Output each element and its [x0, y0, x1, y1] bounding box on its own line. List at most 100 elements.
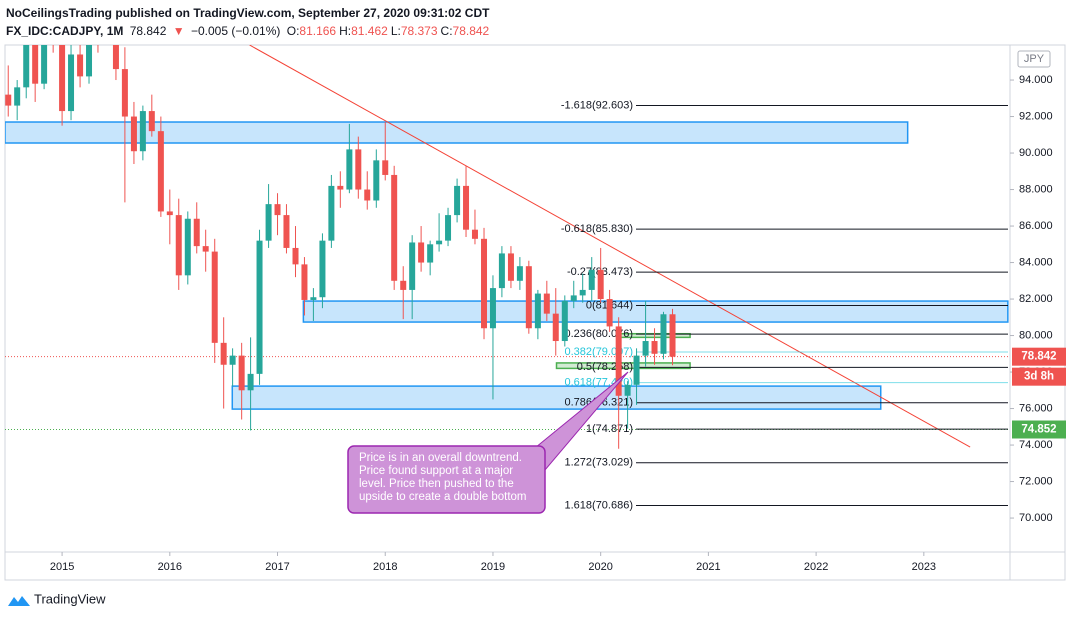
ohlc-value: 81.166 [299, 24, 337, 38]
candle-body [597, 269, 604, 300]
candle-body [391, 174, 398, 281]
candle-body [238, 355, 245, 391]
annotation-text: Price is in an overall downtrend. [359, 452, 522, 464]
footer-logo: TradingView [8, 591, 106, 606]
y-tick-label: 74.000 [1019, 439, 1053, 451]
fib-label: 1(74.871) [586, 423, 633, 435]
currency-box [1017, 50, 1051, 68]
candle-body [86, 45, 93, 77]
zone [302, 300, 1009, 323]
candle-body [651, 341, 658, 354]
candle-body [355, 149, 362, 190]
x-tick-label: 2022 [804, 561, 828, 573]
candle-body [104, 7, 110, 27]
fib-label: 0.236(80.076) [565, 328, 634, 340]
candle-body [409, 242, 416, 290]
last-price-label-box [1012, 347, 1066, 366]
y-tick-label: 90.000 [1019, 147, 1053, 159]
candle-body [229, 355, 236, 365]
publisher-line: NoCeilingsTrading published on TradingVi… [6, 4, 492, 22]
publisher: NoCeilingsTrading published on TradingVi… [6, 6, 490, 20]
candle-body [193, 218, 200, 247]
marked-level-label: 74.852 [1021, 424, 1056, 436]
candle-body [202, 246, 209, 252]
x-tick-label: 2019 [481, 561, 505, 573]
candle-body [489, 288, 496, 329]
countdown: 3d 8h [1024, 371, 1054, 383]
candle-body [139, 111, 146, 152]
candle-body [211, 251, 218, 343]
candle-body [382, 160, 389, 175]
y-tick-label: 92.000 [1019, 110, 1053, 122]
plot: -1.618(92.603)-0.618(85.830)-0.27(83.473… [5, 7, 1010, 511]
annotation-text: level. Price then pushed to the [359, 478, 514, 490]
currency: JPY [1024, 53, 1045, 65]
candle-body [418, 242, 425, 263]
zone [231, 385, 882, 410]
y-tick-label: 76.000 [1019, 402, 1053, 414]
price: 78.842 [129, 24, 167, 38]
candle-body [166, 211, 173, 216]
candle-body [77, 54, 84, 77]
candle-body [41, 45, 48, 84]
annotation-text: Price found support at a major [359, 465, 513, 477]
candle-body [570, 295, 577, 301]
candle-body [373, 160, 380, 201]
ohlc-key: C: [440, 24, 453, 38]
candle-body [660, 314, 667, 354]
ohlc-value: 78.373 [400, 24, 438, 38]
candle-body [561, 300, 568, 342]
candle-body [247, 373, 254, 391]
y-tick-label: 86.000 [1019, 220, 1053, 232]
change-arrow: ▼ [172, 24, 185, 38]
candle-body [5, 94, 12, 106]
x-tick-label: 2017 [265, 561, 289, 573]
candle-body [364, 189, 371, 201]
candle-body [292, 247, 299, 265]
candle-body [184, 218, 191, 276]
zone [5, 121, 909, 144]
axes: 70.00072.00074.00076.00078.00080.00082.0… [50, 50, 1066, 573]
candle-body [157, 131, 164, 212]
ohlc-value: 78.842 [452, 24, 490, 38]
candle-body [220, 342, 227, 365]
candle-body [400, 280, 407, 290]
candle-body [579, 289, 586, 296]
candle-body [445, 215, 452, 241]
fib-label: -0.618(85.830) [561, 223, 633, 235]
fib-label: 0.5(78.258) [577, 361, 633, 373]
candle-body [112, 45, 119, 70]
candle-body [481, 238, 488, 329]
candle-body [525, 266, 532, 329]
candle-body [615, 326, 622, 396]
ohlc-value: 81.462 [351, 24, 388, 38]
candle-body [427, 244, 434, 263]
candle-body [498, 253, 505, 289]
candle-body [283, 215, 290, 248]
brand: TradingView [34, 591, 106, 606]
candle-body [606, 299, 613, 327]
candle-body [32, 45, 39, 84]
symbol-line: FX_IDC:CADJPY, 1M 78.842 ▼ −0.005 (−0.01… [6, 22, 492, 40]
zone [555, 362, 691, 370]
candle-body [516, 266, 523, 281]
logo [8, 596, 30, 606]
y-tick-label: 70.000 [1019, 512, 1053, 524]
candle-body [436, 240, 443, 245]
ohlc-key: O: [286, 24, 300, 38]
candle-body [624, 384, 631, 396]
candle-body [50, 22, 56, 44]
candle-body [148, 111, 155, 132]
candle-body [23, 45, 30, 88]
marked-level-label-box [1012, 420, 1066, 439]
candle-body [301, 264, 308, 300]
x-tick-label: 2016 [158, 561, 182, 573]
trendline [249, 45, 971, 448]
x-tick-label: 2020 [588, 561, 612, 573]
candle-body [95, 16, 101, 27]
candle-body [256, 240, 263, 374]
candle-body [310, 297, 317, 300]
candle-body [274, 204, 281, 216]
